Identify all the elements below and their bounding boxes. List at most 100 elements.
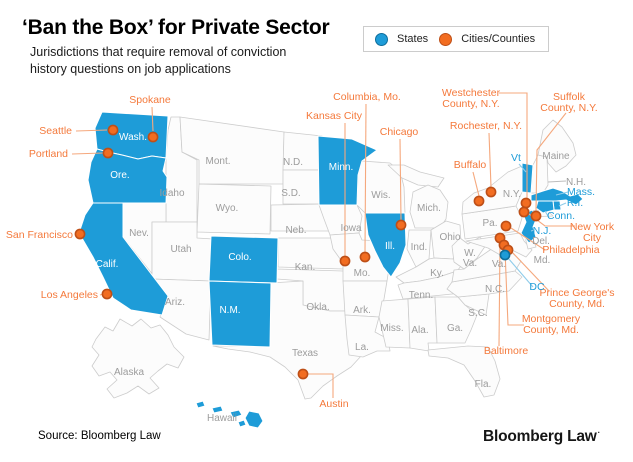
state-label-ga: Ga.	[447, 323, 463, 334]
baltimore-leader-line	[498, 242, 501, 347]
state-label-s-d: S.D.	[281, 188, 300, 199]
state-hawaii-4	[237, 419, 247, 428]
state-label-ky: Ky.	[430, 268, 444, 279]
state-label-pa: Pa.	[482, 218, 497, 229]
state-oregon	[87, 148, 168, 204]
cities-legend-label: Cities/Counties	[461, 33, 536, 45]
columbia-mo-label: Columbia, Mo.	[333, 91, 401, 103]
state-label-mich: Mich.	[417, 203, 441, 214]
rhode-island-leader-line	[558, 202, 567, 207]
state-label-ore: Ore.	[110, 170, 129, 181]
vermont-label: Vt	[511, 152, 521, 164]
san-francisco-label: San Francisco	[6, 229, 73, 241]
page-subtitle: Jurisdictions that require removal of co…	[22, 44, 330, 77]
portland-label: Portland	[29, 148, 68, 160]
portland-leader-line	[71, 152, 104, 155]
suffolk-county-label: Suffolk County, N.Y.	[540, 91, 597, 114]
seattle-leader-line	[75, 129, 108, 132]
state-hawaii-5	[244, 410, 264, 429]
austin-label: Austin	[319, 398, 348, 410]
montgomery-county-leader-line	[504, 249, 524, 326]
state-label-miss: Miss.	[380, 323, 403, 334]
suffolk-county-leader-line	[535, 112, 567, 212]
state-label-ill: Ill.	[385, 241, 395, 252]
chicago-label: Chicago	[380, 126, 419, 138]
chicago-leader-line	[399, 138, 402, 221]
state-florida	[427, 345, 501, 398]
rochester-label: Rochester, N.Y.	[450, 120, 522, 132]
state-label-wyo: Wyo.	[216, 203, 239, 214]
dc-leader-line	[507, 257, 534, 288]
westchester-county-dot	[520, 197, 532, 209]
state-michigan	[409, 184, 449, 229]
state-label-nev: Nev.	[129, 228, 149, 239]
state-label-la: La.	[355, 342, 369, 353]
state-labels-layer: Wash. Ore. Calif. Colo. N.M. Minn. Ill. Mont. N.…	[96, 132, 586, 424]
massachusetts-label: Mass.	[567, 186, 595, 198]
spokane-leader-line	[151, 106, 154, 132]
state-label-iowa: Iowa	[340, 223, 362, 234]
state-minnesota	[317, 135, 378, 206]
state-label-okla: Okla.	[306, 302, 329, 313]
state-label-ohio: Ohio	[439, 232, 461, 243]
state-label-n-m: N.M.	[219, 305, 240, 316]
rhode-island-label: R.I.	[567, 197, 583, 209]
state-label-n-c: N.C.	[485, 284, 505, 295]
state-label-md: Md.	[534, 255, 551, 266]
trademark-mark: ·	[597, 428, 601, 437]
state-label-n-h: N.H.	[566, 177, 586, 188]
state-label-hawaii: Hawaii	[207, 413, 237, 424]
massachusetts-leader-line	[555, 191, 569, 196]
san-francisco-dot	[74, 228, 86, 240]
prince-georges-county-label: Prince George's County, Md.	[540, 287, 615, 310]
state-label-ind: Ind.	[411, 242, 428, 253]
states-legend-dot-icon	[375, 32, 388, 46]
austin-leader-line	[308, 373, 334, 398]
state-label-del: Del.	[532, 236, 550, 247]
subtitle-line-1: Jurisdictions that require removal of co…	[30, 45, 287, 59]
state-label-va: Va.	[463, 258, 477, 269]
state-label-calif: Calif.	[96, 259, 119, 270]
rochester-leader-line	[488, 132, 492, 188]
westchester-county-leader-line	[499, 92, 528, 198]
state-label-minn: Minn.	[329, 162, 353, 173]
state-hawaii-1	[195, 400, 206, 409]
states-layer	[78, 111, 584, 429]
state-label-va: Va.	[492, 259, 506, 270]
columbia-mo-dot	[359, 251, 371, 263]
new-jersey-leader-line	[530, 229, 535, 232]
city-labels-layer: Spokane Seattle Portland San Francisco Los A…	[6, 87, 615, 410]
buffalo-dot	[473, 195, 485, 207]
state-colorado	[208, 235, 279, 284]
header: ‘Ban the Box’ for Private Sector Jurisdi…	[22, 16, 330, 77]
portland-dot	[102, 147, 114, 159]
state-wyoming	[196, 183, 272, 235]
subtitle-line-2: history questions on job applications	[30, 61, 231, 76]
state-texas	[212, 280, 363, 400]
state-label-alaska: Alaska	[114, 367, 144, 378]
seattle-dot	[107, 124, 119, 136]
states-legend-label: States	[397, 33, 429, 45]
montgomery-county-label: Montgomery County, Md.	[522, 313, 581, 336]
state-label-colo: Colo.	[228, 252, 251, 263]
vermont-leader-line	[518, 163, 527, 173]
spokane-label: Spokane	[129, 94, 171, 106]
spokane-dot	[147, 131, 159, 143]
seattle-label: Seattle	[39, 125, 72, 137]
dc-label: DC	[529, 281, 545, 293]
philadelphia-dot	[500, 220, 512, 232]
kansas-city-dot	[339, 255, 351, 267]
state-label-maine: Maine	[542, 151, 570, 162]
baltimore-label: Baltimore	[484, 345, 529, 357]
kansas-city-label: Kansas City	[306, 110, 363, 122]
state-label-mo: Mo.	[354, 268, 371, 279]
state-label-ala: Ala.	[411, 325, 428, 336]
markers-layer	[74, 124, 542, 380]
state-louisiana	[344, 314, 391, 358]
suffolk-county-dot	[530, 210, 542, 222]
westchester-county-label: Westchester County, N.Y.	[442, 87, 501, 110]
state-wisconsin	[356, 160, 406, 214]
connecticut-label: Conn.	[547, 210, 575, 222]
